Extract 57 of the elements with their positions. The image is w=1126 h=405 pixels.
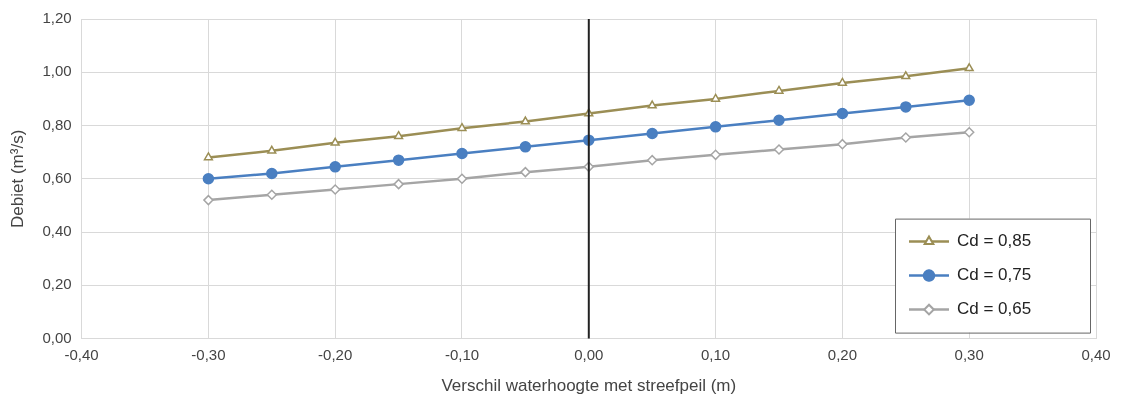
legend-label: Cd = 0,65 [957,299,1032,319]
point [646,154,658,166]
point [964,63,974,72]
point [519,141,532,153]
point [836,107,849,120]
x-tick-label: -0,30 [191,345,226,363]
point [202,173,215,185]
y-axis-title: Debiet (m³/s) [7,129,27,228]
x-tick-label: 0,10 [701,345,731,363]
point [456,147,468,160]
legend-label: Cd = 0,85 [957,231,1032,251]
x-axis-title: Verschil waterhoogte met streefpeil (m) [441,376,737,396]
y-tick-label: 1,20 [42,9,72,27]
y-tick-label: 0,80 [42,115,72,133]
point [267,145,277,154]
point [329,161,341,173]
point [963,126,975,138]
point [837,138,848,150]
y-tick-label: 0,40 [42,222,72,240]
point [203,152,214,161]
point [710,93,721,102]
point [900,101,912,113]
x-tick-label: -0,40 [64,345,99,363]
x-tick-label: -0,10 [444,345,480,363]
point [646,127,658,140]
x-tick-label: 0,20 [827,345,857,363]
y-tick-label: 1,00 [42,62,72,80]
point [709,121,722,133]
point [901,71,911,80]
point [963,94,975,106]
x-tick-label: -0,20 [318,345,353,363]
point [774,85,784,94]
point [773,114,785,126]
x-tick-label: 0,00 [574,345,604,363]
point [393,178,404,190]
point [329,184,341,195]
point [837,77,848,86]
y-tick-label: 0,20 [42,275,72,293]
point [330,137,340,146]
point [456,173,468,185]
point [392,154,405,166]
legend-label: Cd = 0,75 [957,265,1032,285]
point [266,189,278,201]
y-tick-label: 0,60 [42,168,72,186]
point [457,122,467,132]
point [203,194,214,206]
x-tick-label: 0,40 [1081,345,1111,363]
point [520,116,531,125]
point [710,149,721,161]
y-tick-label: 0,00 [42,328,72,346]
point [266,167,278,180]
x-tick-label: 0,30 [954,345,984,363]
point [393,130,404,140]
point [773,144,785,155]
point [900,132,912,143]
point [647,100,657,109]
point [520,166,531,178]
